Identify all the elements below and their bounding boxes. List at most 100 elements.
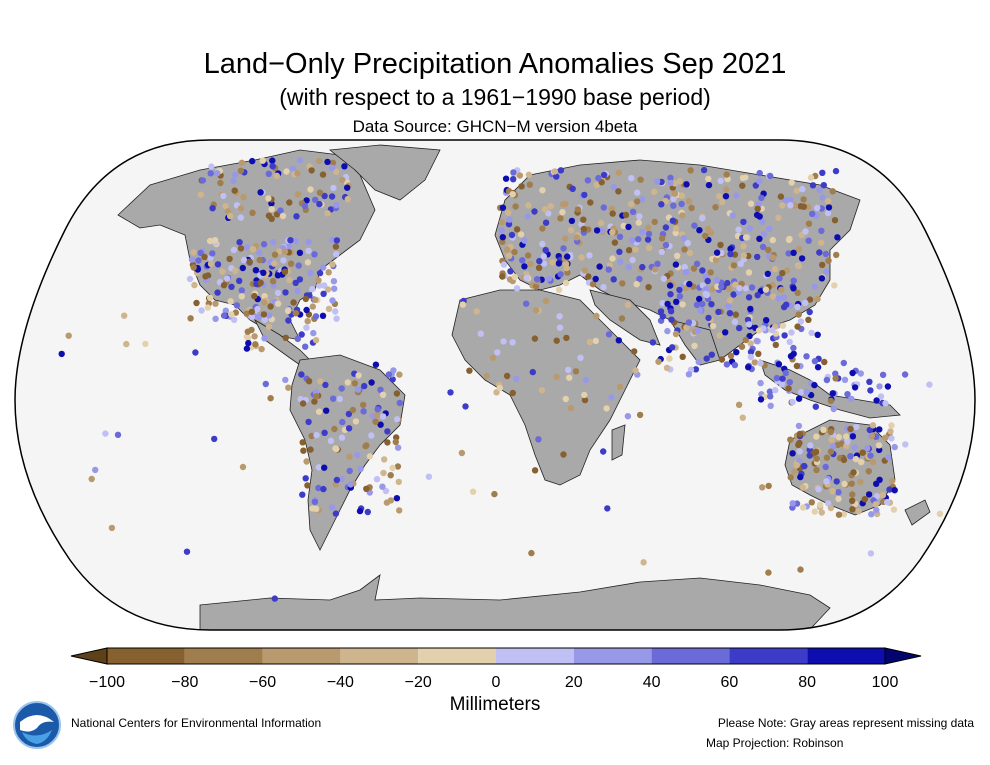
station-marker (227, 213, 234, 220)
station-marker (779, 322, 787, 329)
station-marker (639, 196, 646, 203)
station-marker (311, 398, 318, 405)
station-marker (755, 350, 762, 357)
station-marker (312, 337, 320, 344)
station-marker (315, 464, 323, 471)
station-marker (840, 359, 847, 367)
station-marker (539, 187, 546, 194)
station-marker (667, 174, 674, 181)
station-marker (227, 298, 234, 305)
colorbar-under-arrow (70, 647, 108, 665)
station-marker (727, 352, 735, 359)
station-marker (731, 361, 739, 369)
station-marker (498, 219, 506, 226)
station-marker (700, 166, 708, 174)
station-marker (295, 262, 302, 269)
station-marker (645, 284, 652, 291)
station-marker (553, 337, 560, 344)
station-marker (756, 235, 763, 242)
colorbar-tick-label: −100 (88, 674, 126, 691)
station-marker (219, 268, 226, 275)
station-marker (206, 294, 214, 302)
station-marker (884, 498, 891, 506)
station-marker (256, 256, 263, 264)
station-marker (866, 378, 873, 385)
station-marker (387, 472, 394, 479)
station-marker (779, 375, 786, 382)
station-marker (683, 324, 690, 331)
station-marker (372, 361, 380, 368)
station-marker (577, 354, 584, 361)
station-marker (723, 186, 730, 193)
station-marker (526, 181, 533, 188)
station-marker (872, 501, 879, 508)
station-marker (505, 209, 512, 216)
station-marker (828, 436, 835, 443)
station-marker (742, 234, 750, 241)
station-marker (705, 314, 712, 322)
station-marker (528, 549, 535, 557)
station-marker (248, 313, 255, 321)
station-marker (246, 258, 253, 265)
station-marker (298, 331, 305, 338)
station-marker (333, 445, 340, 453)
station-marker (285, 242, 292, 250)
station-marker (324, 286, 332, 293)
station-marker (540, 260, 548, 267)
station-marker (723, 361, 731, 368)
station-marker (379, 391, 387, 398)
station-marker (884, 383, 892, 390)
station-marker (547, 202, 554, 210)
station-marker (212, 300, 219, 307)
station-marker (645, 230, 653, 238)
station-marker (832, 370, 839, 377)
station-marker (715, 308, 722, 316)
station-marker (814, 331, 821, 338)
station-marker (763, 317, 770, 324)
station-marker (338, 385, 345, 392)
station-marker (751, 359, 758, 366)
station-marker (807, 391, 815, 399)
station-marker (790, 249, 797, 256)
station-marker (865, 468, 872, 475)
station-marker (321, 429, 328, 436)
station-marker (597, 219, 605, 227)
station-marker (726, 310, 734, 317)
station-marker (523, 274, 530, 281)
station-marker (92, 466, 99, 474)
map-title: Land−Only Precipitation Anomalies Sep 20… (203, 48, 787, 80)
station-marker (790, 344, 797, 352)
station-marker (640, 559, 647, 566)
station-marker (775, 295, 782, 302)
station-marker (611, 239, 619, 246)
station-marker (658, 248, 665, 255)
station-marker (261, 299, 268, 306)
station-marker (183, 548, 191, 555)
station-marker (636, 275, 643, 283)
station-marker (354, 451, 361, 459)
station-marker (747, 200, 755, 207)
station-marker (818, 227, 825, 234)
station-marker (747, 340, 754, 347)
station-marker (458, 449, 466, 457)
station-marker (294, 191, 302, 198)
station-marker (676, 286, 683, 294)
station-marker (818, 509, 825, 516)
station-marker (649, 339, 657, 346)
station-marker (394, 416, 401, 423)
station-marker (782, 369, 789, 377)
station-marker (316, 269, 324, 277)
station-marker (791, 468, 798, 475)
station-marker (296, 157, 303, 164)
station-marker (389, 376, 396, 383)
station-marker (827, 428, 834, 436)
station-marker (565, 366, 572, 374)
station-marker (708, 301, 715, 308)
station-marker (766, 388, 774, 395)
station-marker (305, 238, 312, 246)
station-marker (381, 456, 388, 463)
station-marker (662, 241, 670, 249)
colorbar-tick-label: 100 (871, 674, 899, 691)
station-marker (818, 275, 826, 282)
station-marker (624, 413, 632, 420)
